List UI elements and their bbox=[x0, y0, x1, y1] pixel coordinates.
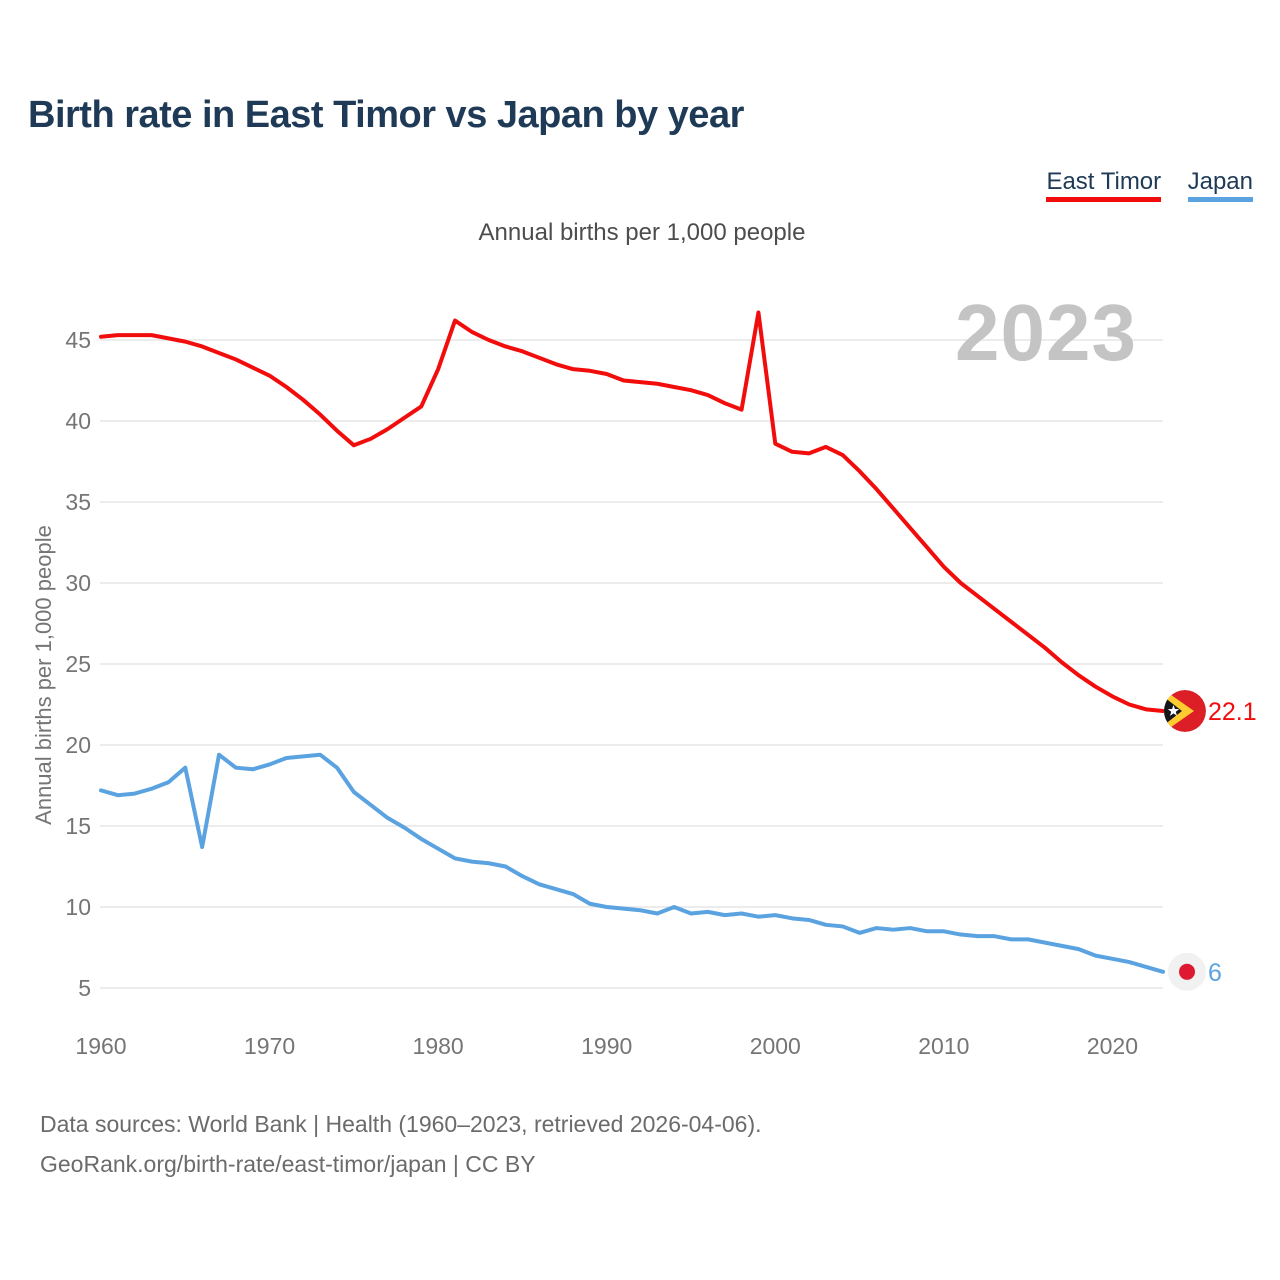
x-tick-label: 2000 bbox=[750, 1033, 801, 1059]
star-icon bbox=[1167, 704, 1180, 716]
japan-flag-marker bbox=[1168, 952, 1206, 991]
japan-line[interactable] bbox=[99, 752, 1165, 974]
gridlines bbox=[100, 339, 1163, 989]
east-timor-end-value: 22.1 bbox=[1208, 698, 1257, 726]
x-tick-label: 1970 bbox=[244, 1033, 295, 1059]
japan-flag-sun bbox=[1179, 963, 1195, 980]
y-tick-label: 25 bbox=[65, 651, 91, 677]
east-timor-flag-marker bbox=[1164, 689, 1206, 732]
y-tick-label: 45 bbox=[65, 327, 91, 353]
y-tick-label: 15 bbox=[65, 813, 91, 839]
footer: Data sources: World Bank | Health (1960–… bbox=[40, 1104, 762, 1184]
chart-subtitle: Annual births per 1,000 people bbox=[478, 219, 806, 246]
x-axis-ticks: 1960 1970 1980 1990 2000 2010 2020 bbox=[75, 1033, 1138, 1059]
x-tick-label: 2010 bbox=[918, 1033, 969, 1059]
y-tick-label: 30 bbox=[65, 570, 91, 596]
y-tick-label: 5 bbox=[78, 975, 91, 1001]
east-timor-line[interactable] bbox=[99, 310, 1165, 713]
x-tick-label: 1990 bbox=[581, 1033, 632, 1059]
y-tick-label: 20 bbox=[65, 732, 91, 758]
legend-item-japan[interactable]: Japan bbox=[1187, 170, 1253, 202]
y-tick-label: 35 bbox=[65, 489, 91, 515]
x-tick-label: 1960 bbox=[75, 1033, 126, 1059]
y-tick-label: 40 bbox=[65, 408, 91, 434]
series-lines[interactable] bbox=[99, 310, 1165, 974]
y-axis-title: Annual births per 1,000 people bbox=[31, 525, 56, 825]
x-tick-label: 1980 bbox=[413, 1033, 464, 1059]
japan-end-value: 6 bbox=[1208, 959, 1222, 987]
x-tick-label: 2020 bbox=[1087, 1033, 1138, 1059]
watermark-year: 2023 bbox=[955, 288, 1137, 377]
legend-item-east-timor[interactable]: East Timor bbox=[1046, 170, 1162, 202]
footer-attribution: GeoRank.org/birth-rate/east-timor/japan … bbox=[40, 1151, 536, 1177]
legend: East Timor Japan bbox=[1024, 170, 1253, 202]
page-title: Birth rate in East Timor vs Japan by yea… bbox=[28, 94, 744, 136]
y-axis-ticks: 5 10 15 20 25 30 35 40 45 bbox=[65, 327, 91, 1001]
y-tick-label: 10 bbox=[65, 894, 91, 920]
footer-sources: Data sources: World Bank | Health (1960–… bbox=[40, 1111, 762, 1137]
